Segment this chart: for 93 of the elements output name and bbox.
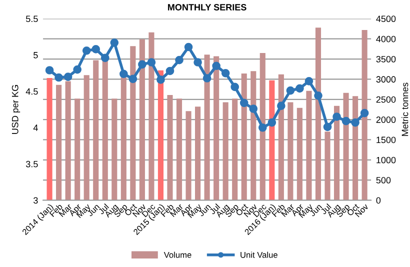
point xyxy=(212,62,220,70)
bar xyxy=(120,77,126,200)
point xyxy=(249,104,258,113)
bar xyxy=(343,92,349,200)
point xyxy=(221,68,230,78)
bar xyxy=(148,32,154,200)
bar xyxy=(93,60,99,200)
bar xyxy=(186,111,192,200)
point xyxy=(277,102,286,110)
bar xyxy=(56,84,62,200)
x-tick-label: Jun xyxy=(309,204,322,217)
bar xyxy=(232,98,238,200)
point xyxy=(194,58,202,66)
point xyxy=(147,58,156,66)
point xyxy=(45,66,54,74)
point xyxy=(258,123,267,132)
bar xyxy=(250,71,256,200)
y-tick-label: 3.5 xyxy=(26,160,38,168)
point xyxy=(332,112,341,121)
y-tick-label: 5.5 xyxy=(26,16,38,22)
point xyxy=(314,92,322,100)
y2-tick-label: 2000 xyxy=(376,116,396,123)
point xyxy=(342,116,350,126)
y2-tick-label: 3500 xyxy=(376,56,396,62)
point xyxy=(323,122,332,132)
y-tick-label: 5 xyxy=(34,52,38,58)
bar xyxy=(324,132,330,200)
point xyxy=(304,76,314,86)
bar xyxy=(278,74,284,200)
y2-axis-title: Metric tonnes xyxy=(402,82,408,136)
bar xyxy=(352,96,358,200)
bar xyxy=(112,98,118,200)
point xyxy=(128,74,138,84)
point xyxy=(82,46,91,55)
bar xyxy=(102,61,108,200)
y-tick-label: 4.5 xyxy=(26,88,38,95)
point xyxy=(286,86,295,95)
bar xyxy=(288,102,294,200)
point xyxy=(119,70,128,78)
x-tick-label: Jun xyxy=(86,204,100,217)
legend-label: Volume xyxy=(164,252,192,258)
point xyxy=(138,60,146,69)
bar xyxy=(260,52,266,200)
bar xyxy=(176,98,182,200)
bar xyxy=(167,94,173,200)
bar xyxy=(74,98,80,200)
legend-label: Unit Value xyxy=(240,252,278,258)
point xyxy=(202,74,212,82)
y-axis-title: USD per KG xyxy=(12,85,20,134)
y2-tick-label: 1500 xyxy=(376,136,396,144)
point xyxy=(73,65,82,74)
y2-tick-label: 4500 xyxy=(376,16,396,22)
point xyxy=(240,98,248,108)
point xyxy=(54,73,63,82)
y2-tick-label: 500 xyxy=(376,177,391,184)
y-tick-label: 4 xyxy=(33,124,38,131)
y-tick-label: 3 xyxy=(34,197,38,204)
bar xyxy=(158,70,164,200)
point xyxy=(268,118,276,127)
y2-tick-label: 2500 xyxy=(376,96,396,103)
y2-tick-label: 1000 xyxy=(376,156,396,164)
bar xyxy=(306,90,312,200)
bar xyxy=(296,108,302,200)
bar xyxy=(139,39,145,200)
y2-tick-label: 0 xyxy=(376,197,381,204)
point xyxy=(175,56,184,64)
point xyxy=(184,42,193,52)
chart-title: MONTHLY SERIES xyxy=(168,4,246,10)
bar xyxy=(195,106,201,200)
point xyxy=(230,82,240,92)
point xyxy=(360,108,369,118)
point xyxy=(351,118,360,127)
point xyxy=(296,84,304,93)
bar xyxy=(84,75,90,200)
bar xyxy=(204,54,210,200)
point xyxy=(92,45,100,54)
point xyxy=(100,54,110,62)
bar xyxy=(130,46,136,200)
point xyxy=(166,66,174,76)
point xyxy=(64,72,72,81)
bar xyxy=(269,80,275,200)
bar xyxy=(65,81,71,200)
y2-tick-label: 4000 xyxy=(376,36,396,42)
point xyxy=(110,38,119,47)
bar xyxy=(46,78,52,200)
bar xyxy=(241,74,247,200)
bar xyxy=(222,102,228,200)
bar xyxy=(315,28,322,200)
y2-tick-label: 3000 xyxy=(376,76,396,83)
bar xyxy=(214,56,220,200)
point xyxy=(156,76,165,84)
bar xyxy=(334,106,340,200)
bar xyxy=(362,30,368,200)
